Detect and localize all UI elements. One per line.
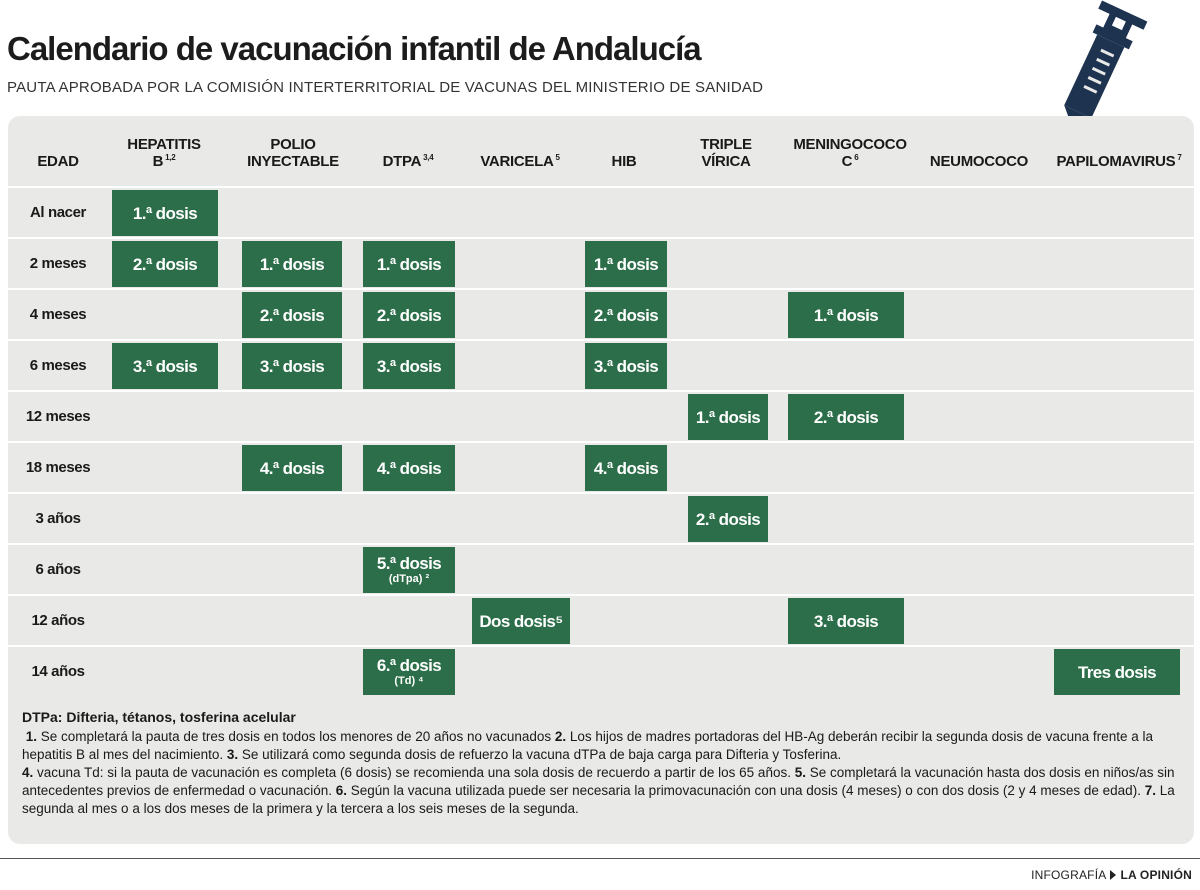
- dose-sublabel: (dTpa) ²: [388, 572, 430, 585]
- footer-divider: [0, 858, 1200, 859]
- dose-label: 2.ª dosis: [695, 509, 761, 529]
- dose-label: 2.ª dosis: [259, 305, 325, 325]
- dose-cell-papiloma: Tres dosis: [1054, 649, 1180, 695]
- dose-label: 1.ª dosis: [132, 203, 198, 223]
- table-row: 18 meses 4.ª dosis 4.ª dosis 4.ª dosis: [8, 441, 1194, 491]
- row-age-label: 6 años: [35, 560, 81, 578]
- dose-cell-hib: 1.ª dosis: [585, 241, 667, 287]
- table-row: 4 meses 2.ª dosis 2.ª dosis 2.ª dosis 1.ª do…: [8, 288, 1194, 338]
- dose-cell-polio: 4.ª dosis: [242, 445, 342, 491]
- arrow-icon: [1110, 870, 1117, 880]
- dose-cell-dtpa: 6.ª dosis (Td) ⁴: [363, 649, 455, 695]
- row-age-label: 12 años: [31, 611, 85, 629]
- header-meningococo-c: MENINGOCOCO C 6: [793, 136, 907, 170]
- dose-label: 1.ª dosis: [259, 254, 325, 274]
- table-row: Al nacer 1.ª dosis: [8, 186, 1194, 236]
- dose-cell-hepatitis: 1.ª dosis: [112, 190, 218, 236]
- row-age-label: 18 meses: [25, 458, 91, 476]
- dose-label: 3.ª dosis: [813, 611, 879, 631]
- dose-label: Tres dosis: [1077, 662, 1157, 682]
- table-row: 14 años 6.ª dosis (Td) ⁴ Tres dosis: [8, 645, 1194, 695]
- dose-cell-hepatitis: 2.ª dosis: [112, 241, 218, 287]
- dose-label: 1.ª dosis: [593, 254, 659, 274]
- dose-label: 2.ª dosis: [593, 305, 659, 325]
- dose-cell-polio: 3.ª dosis: [242, 343, 342, 389]
- dose-cell-hib: 2.ª dosis: [585, 292, 667, 338]
- header-varicela: VARICELA 5: [480, 153, 560, 170]
- dose-label: 1.ª dosis: [695, 407, 761, 427]
- dose-label: 1.ª dosis: [813, 305, 879, 325]
- dose-cell-dtpa: 1.ª dosis: [363, 241, 455, 287]
- dose-cell-triple: 1.ª dosis: [688, 394, 768, 440]
- dose-cell-mening: 1.ª dosis: [788, 292, 904, 338]
- row-age-label: 3 años: [35, 509, 81, 527]
- header-polio: POLIO INYECTABLE: [247, 136, 339, 170]
- dose-label: Dos dosis⁵: [479, 611, 563, 631]
- row-age-label: 2 meses: [29, 254, 87, 272]
- row-age-label: 14 años: [31, 662, 85, 680]
- dose-label: 2.ª dosis: [376, 305, 442, 325]
- row-age-label: Al nacer: [30, 203, 86, 221]
- row-age-label: 6 meses: [29, 356, 87, 374]
- dose-label: 2.ª dosis: [813, 407, 879, 427]
- table-row: 12 meses 1.ª dosis 2.ª dosis: [8, 390, 1194, 440]
- dose-cell-hepatitis: 3.ª dosis: [112, 343, 218, 389]
- dose-label: 3.ª dosis: [593, 356, 659, 376]
- header-hib: HIB: [611, 153, 637, 170]
- row-age-label: 4 meses: [29, 305, 87, 323]
- notes-text: 4. vacuna Td: si la pauta de vacunación …: [22, 765, 1175, 816]
- dose-cell-polio: 2.ª dosis: [242, 292, 342, 338]
- table-row: 12 años Dos dosis⁵ 3.ª dosis: [8, 594, 1194, 644]
- footer-credit: INFOGRAFÍA LA OPINIÓN: [1031, 868, 1192, 882]
- dose-label: 6.ª dosis: [376, 655, 442, 675]
- dose-cell-dtpa: 4.ª dosis: [363, 445, 455, 491]
- dose-cell-dtpa: 3.ª dosis: [363, 343, 455, 389]
- dose-label: 1.ª dosis: [376, 254, 442, 274]
- dose-label: 3.ª dosis: [132, 356, 198, 376]
- dose-cell-hib: 4.ª dosis: [585, 445, 667, 491]
- vaccination-table: EDAD HEPATITIS B 1,2 POLIO INYECTABLE DTPA 3…: [8, 116, 1194, 844]
- dose-cell-dtpa: 5.ª dosis (dTpa) ²: [363, 547, 455, 593]
- page-subtitle: PAUTA APROBADA POR LA COMISIÓN INTERTERR…: [7, 79, 764, 96]
- dose-label: 4.ª dosis: [259, 458, 325, 478]
- dose-label: 5.ª dosis: [376, 553, 442, 573]
- dose-label: 4.ª dosis: [593, 458, 659, 478]
- dose-cell-triple: 2.ª dosis: [688, 496, 768, 542]
- dose-cell-polio: 1.ª dosis: [242, 241, 342, 287]
- header-triple-virica: TRIPLE VÍRICA: [700, 136, 752, 170]
- table-row: 6 años 5.ª dosis (dTpa) ²: [8, 543, 1194, 593]
- dose-cell-varicela: Dos dosis⁵: [472, 598, 570, 644]
- notes-title: DTPa: Difteria, tétanos, tosferina acelu…: [22, 709, 296, 725]
- header-dtpa: DTPA 3,4: [382, 153, 434, 170]
- notes-text: 1. Se completará la pauta de tres dosis …: [22, 729, 1153, 762]
- footnotes: DTPa: Difteria, tétanos, tosferina acelu…: [22, 708, 1182, 818]
- dose-label: 2.ª dosis: [132, 254, 198, 274]
- page-title: Calendario de vacunación infantil de And…: [7, 30, 702, 67]
- dose-cell-mening: 3.ª dosis: [788, 598, 904, 644]
- table-row: 3 años 2.ª dosis: [8, 492, 1194, 542]
- dose-cell-hib: 3.ª dosis: [585, 343, 667, 389]
- dose-label: 3.ª dosis: [259, 356, 325, 376]
- dose-cell-mening: 2.ª dosis: [788, 394, 904, 440]
- row-age-label: 12 meses: [25, 407, 91, 425]
- dose-cell-dtpa: 2.ª dosis: [363, 292, 455, 338]
- dose-label: 4.ª dosis: [376, 458, 442, 478]
- dose-sublabel: (Td) ⁴: [394, 674, 424, 687]
- table-row: 2 meses 2.ª dosis 1.ª dosis 1.ª dosis 1.ª do…: [8, 237, 1194, 287]
- header-papilomavirus: PAPILOMAVIRUS 7: [1056, 153, 1182, 170]
- header-hepatitis-b: HEPATITIS B 1,2: [127, 136, 201, 170]
- table-row: 6 meses 3.ª dosis 3.ª dosis 3.ª dosis 3.ª do…: [8, 339, 1194, 389]
- header-neumococo: NEUMOCOCO: [929, 153, 1029, 170]
- dose-label: 3.ª dosis: [376, 356, 442, 376]
- header-edad: EDAD: [37, 153, 79, 170]
